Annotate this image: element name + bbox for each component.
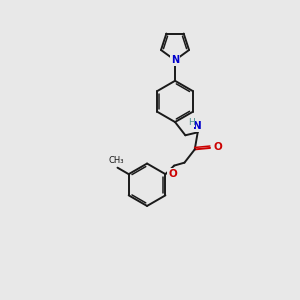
Text: H: H	[188, 118, 195, 127]
Text: N: N	[193, 122, 202, 131]
Text: N: N	[171, 55, 179, 65]
Text: O: O	[168, 169, 177, 178]
Text: O: O	[214, 142, 223, 152]
Text: CH₃: CH₃	[108, 156, 124, 165]
